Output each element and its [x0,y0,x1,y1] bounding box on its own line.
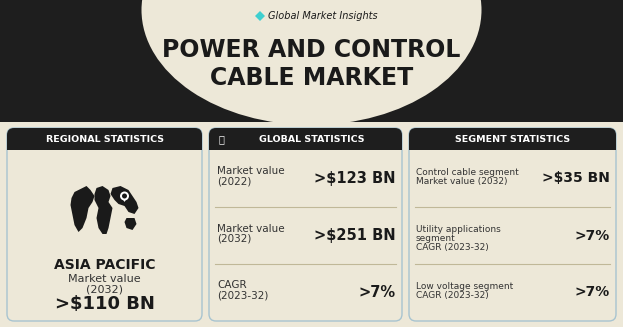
FancyBboxPatch shape [409,128,616,150]
Circle shape [120,192,129,200]
FancyBboxPatch shape [7,139,202,150]
Text: >7%: >7% [575,285,610,300]
Text: GLOBAL STATISTICS: GLOBAL STATISTICS [259,134,364,144]
Polygon shape [110,186,138,214]
FancyBboxPatch shape [0,0,623,122]
Text: >7%: >7% [575,229,610,243]
Circle shape [122,194,127,198]
Text: CAGR (2023-32): CAGR (2023-32) [416,243,489,252]
Text: Market value (2032): Market value (2032) [416,177,508,186]
Text: Global Market Insights: Global Market Insights [267,11,377,21]
Polygon shape [70,186,95,232]
FancyBboxPatch shape [409,128,616,321]
FancyBboxPatch shape [409,139,616,150]
Text: 📊: 📊 [218,134,224,144]
Text: Low voltage segment: Low voltage segment [416,282,513,291]
Text: Market value: Market value [68,274,141,284]
Text: CABLE MARKET: CABLE MARKET [210,66,413,90]
FancyBboxPatch shape [7,128,202,150]
Text: >$110 BN: >$110 BN [55,295,155,313]
Text: POWER AND CONTROL: POWER AND CONTROL [163,38,460,62]
Text: (2023-32): (2023-32) [217,290,269,301]
FancyBboxPatch shape [209,139,402,150]
Text: Market value: Market value [217,223,285,233]
Text: >$251 BN: >$251 BN [315,228,396,243]
FancyBboxPatch shape [7,128,202,321]
Text: segment: segment [416,234,456,243]
Text: (2032): (2032) [217,233,251,244]
Polygon shape [125,218,136,230]
Text: REGIONAL STATISTICS: REGIONAL STATISTICS [45,134,163,144]
Polygon shape [121,196,128,202]
Ellipse shape [141,0,482,125]
Text: (2032): (2032) [86,284,123,294]
Text: Market value: Market value [217,166,285,177]
Text: CAGR: CAGR [217,281,247,290]
Text: >7%: >7% [359,285,396,300]
Text: >$123 BN: >$123 BN [315,171,396,186]
FancyBboxPatch shape [209,128,402,321]
Polygon shape [95,186,113,234]
Text: >$35 BN: >$35 BN [542,171,610,185]
Text: CAGR (2023-32): CAGR (2023-32) [416,291,489,300]
FancyBboxPatch shape [209,128,402,150]
Text: SEGMENT STATISTICS: SEGMENT STATISTICS [455,134,570,144]
Text: (2022): (2022) [217,177,251,186]
Text: ASIA PACIFIC: ASIA PACIFIC [54,258,155,272]
Text: Utility applications: Utility applications [416,225,501,234]
Text: Control cable segment: Control cable segment [416,168,519,177]
